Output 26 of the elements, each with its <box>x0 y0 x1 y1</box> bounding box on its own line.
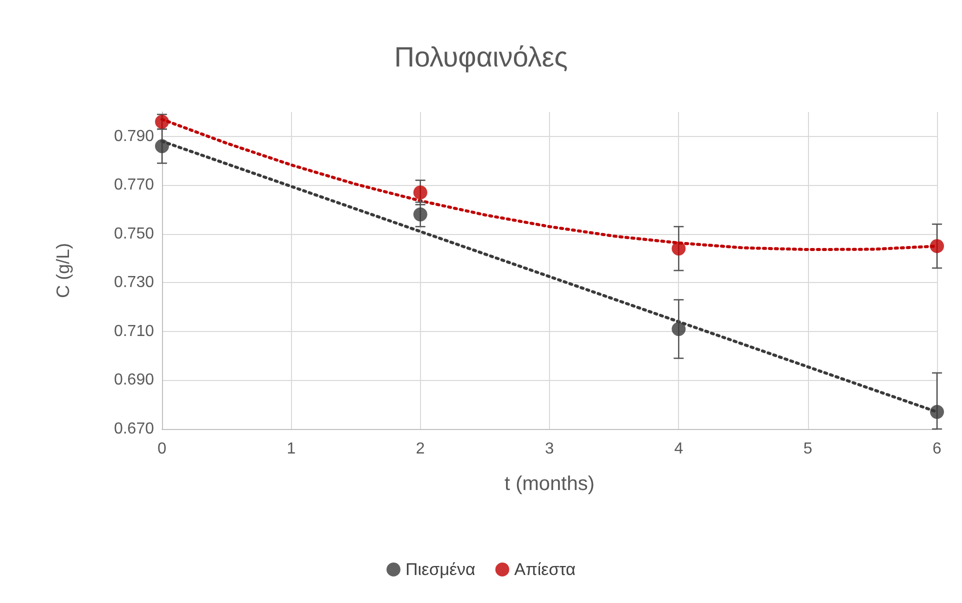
point <box>930 404 944 419</box>
y-tick-label: 0.730 <box>114 274 154 292</box>
x-tick-label: 5 <box>803 440 812 458</box>
point <box>413 207 428 222</box>
x-tick-label: 2 <box>416 440 425 458</box>
x-tick-label: 1 <box>286 440 296 458</box>
x-axis-title: t (months) <box>504 473 595 495</box>
y-tick-label: 0.770 <box>114 176 154 194</box>
y-tick-label: 0.790 <box>114 128 154 145</box>
y-tick-label: 0.710 <box>114 322 154 340</box>
point <box>672 242 686 256</box>
point <box>672 322 686 336</box>
y-tick-label: 0.690 <box>114 372 154 389</box>
chart-title: Πολυφαινόλες <box>394 42 568 72</box>
x-tick-label: 0 <box>158 440 167 458</box>
legend-label: Απίεστα <box>514 560 576 579</box>
y-axis-title: C (g/L) <box>53 242 73 298</box>
point <box>930 239 944 254</box>
legend-label: Πιεσμένα <box>405 560 476 579</box>
point <box>413 185 428 200</box>
x-tick-label: 6 <box>932 440 942 458</box>
y-tick-label: 0.750 <box>114 225 154 242</box>
y-tick-label: 0.670 <box>114 420 154 438</box>
x-tick-label: 4 <box>674 440 684 458</box>
x-tick-label: 3 <box>545 440 554 458</box>
point <box>155 139 169 154</box>
